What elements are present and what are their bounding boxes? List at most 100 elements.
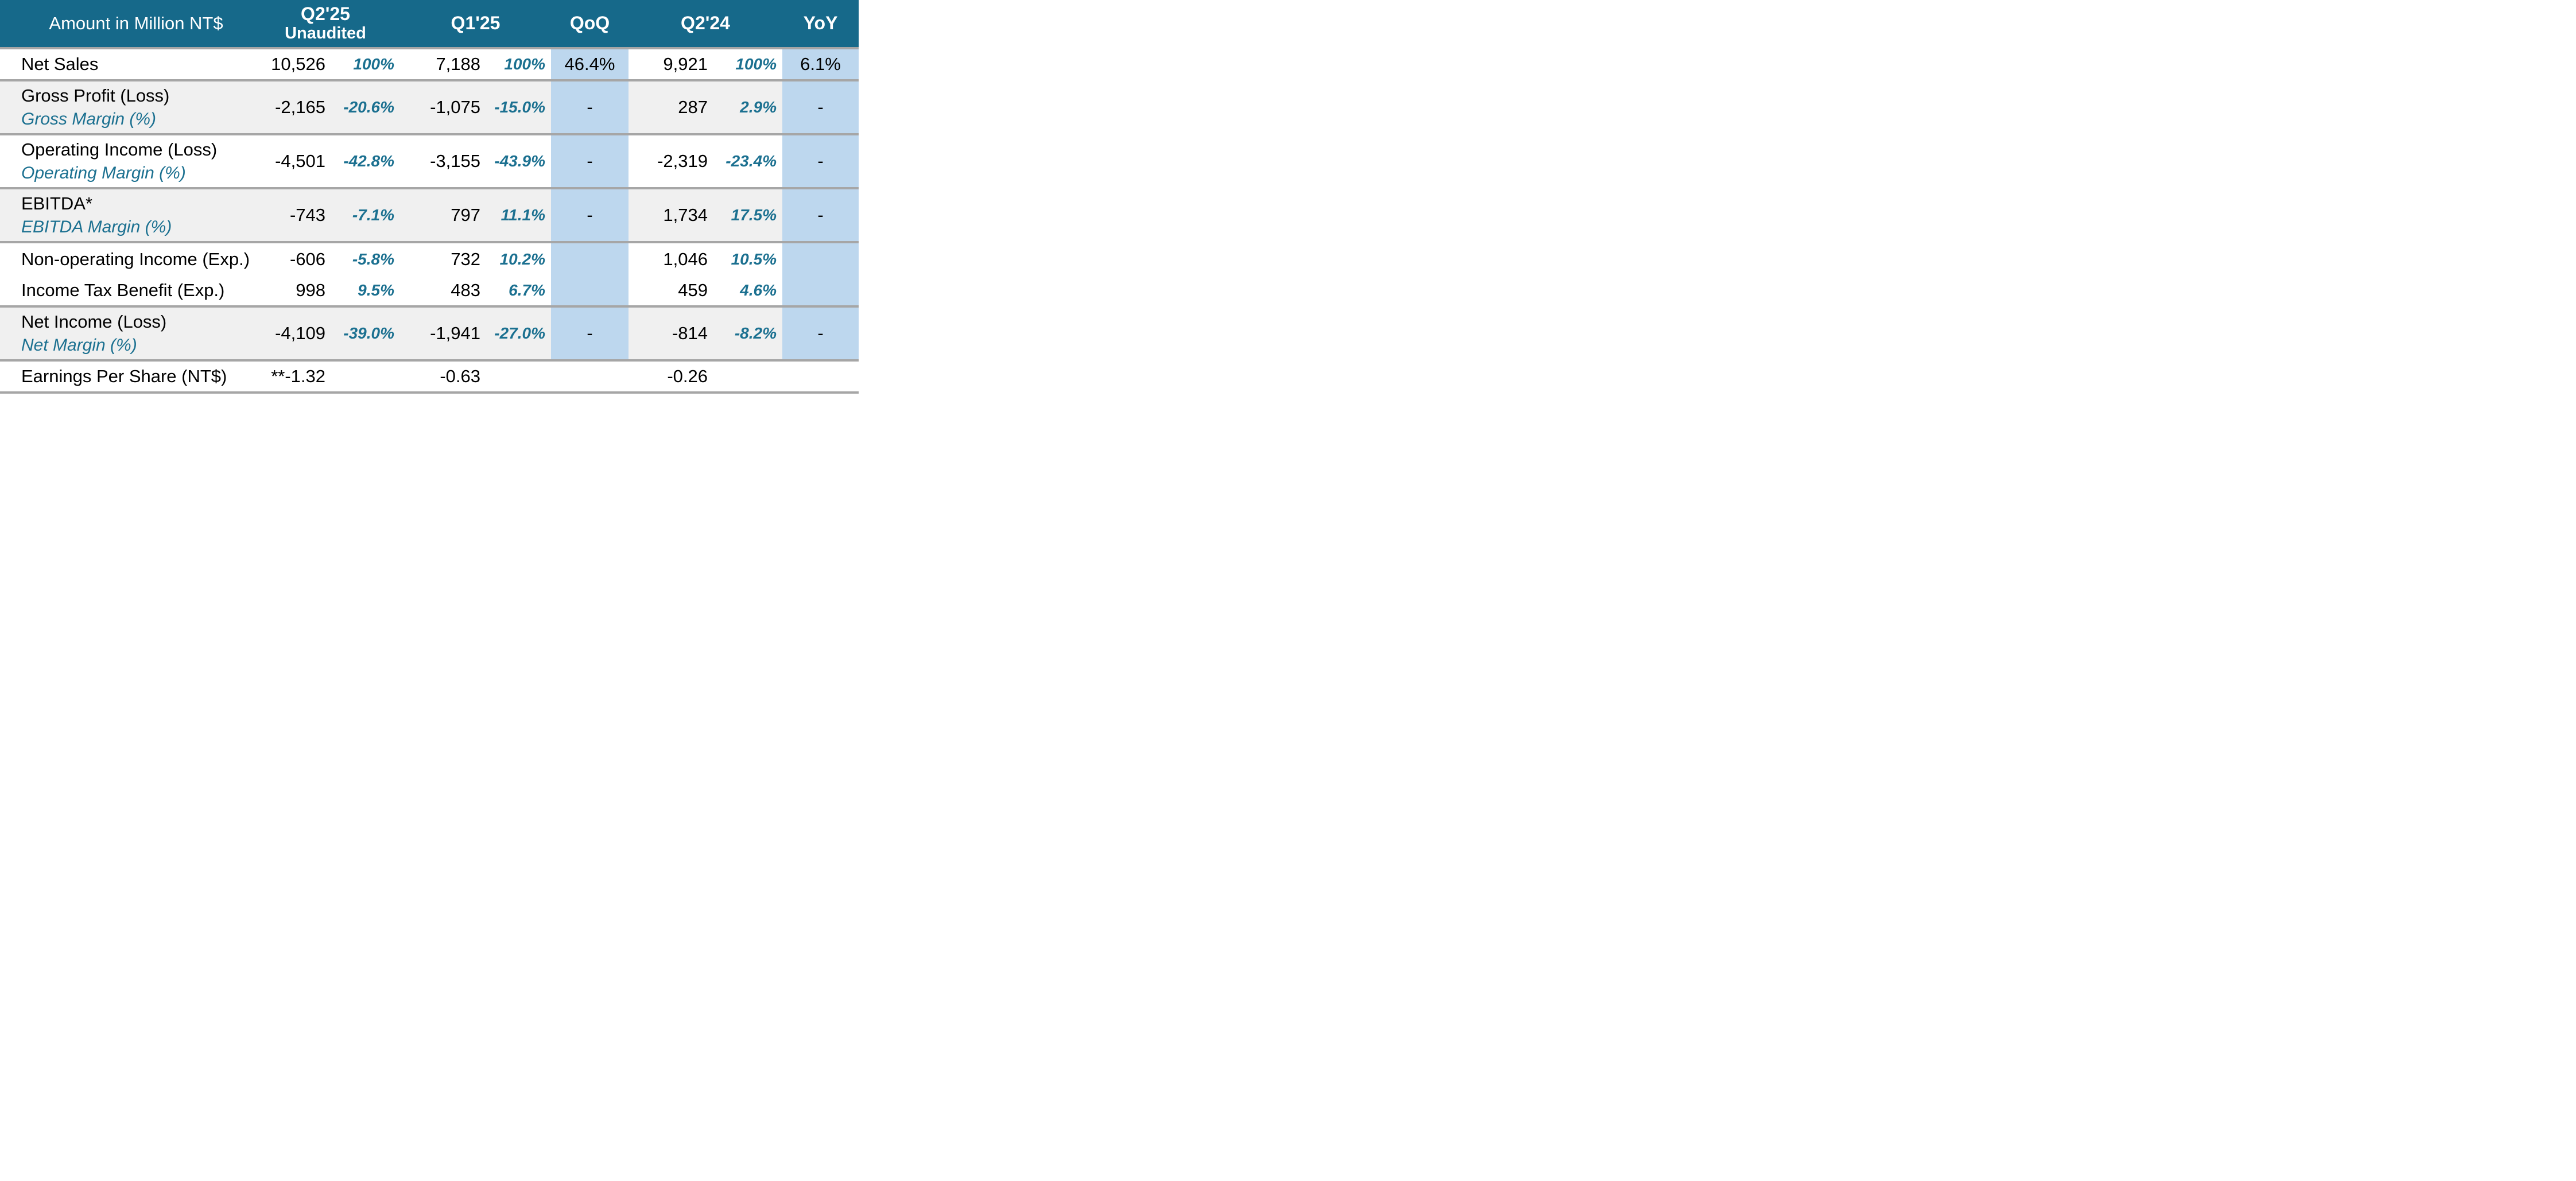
yoy-value: 6.1% (782, 49, 859, 79)
table-row: Net Sales 10,526 100% 7,188 100% 46.4% 9,921 10… (0, 49, 859, 81)
q1-25-percent: 100% (504, 55, 545, 73)
yoy-value: - (782, 135, 859, 187)
q2-25-percent: -20.6% (343, 98, 394, 116)
q2-24-value: 459 (678, 280, 708, 300)
row-margin-label: Gross Margin (%) (21, 109, 157, 129)
q2-24-value: 287 (678, 97, 708, 117)
yoy-value (782, 243, 859, 275)
q2-24-value: 9,921 (663, 54, 708, 74)
q2-25-value: -2,165 (275, 97, 325, 117)
row-label: EBITDA* (21, 193, 93, 213)
q2-24-value: -2,319 (657, 151, 708, 171)
q1-25-value: 797 (451, 205, 480, 225)
row-label-cell: Non-operating Income (Exp.) (0, 243, 251, 275)
q2-25-value: 998 (296, 280, 325, 300)
q2-24-percent: -23.4% (726, 152, 777, 170)
col-header-q2-25: Q2'25 Unaudited (251, 0, 400, 47)
q2-24-percent: 2.9% (740, 98, 777, 116)
financial-results-table: Amount in Million NT$ Q2'25 Unaudited Q1… (0, 0, 859, 394)
table-row: Income Tax Benefit (Exp.) 998 9.5% 483 6.7% 4… (0, 275, 859, 308)
qoq-value: - (551, 135, 629, 187)
q2-25-percent: -39.0% (343, 324, 394, 342)
table-row: Gross Profit (Loss) Gross Margin (%) -2,16… (0, 81, 859, 135)
row-label-cell: EBITDA* EBITDA Margin (%) (0, 189, 251, 241)
yoy-value: - (782, 81, 859, 133)
table-body: Net Sales 10,526 100% 7,188 100% 46.4% 9,921 10… (0, 49, 859, 394)
q1-25-percent: -43.9% (494, 152, 545, 170)
row-label-cell: Income Tax Benefit (Exp.) (0, 275, 251, 305)
q2-25-value: -4,109 (275, 323, 325, 343)
q1-25-value: 7,188 (436, 54, 480, 74)
row-label-cell: Earnings Per Share (NT$) (0, 362, 251, 391)
yoy-value: - (782, 308, 859, 359)
row-label: Gross Profit (Loss) (21, 85, 170, 106)
q2-24-value: 1,734 (663, 205, 708, 225)
q2-24-value: -814 (672, 323, 708, 343)
q1-25-percent: 6.7% (509, 281, 545, 299)
q2-24-value: -0.26 (667, 366, 708, 386)
qoq-value (551, 275, 629, 305)
row-margin-label: EBITDA Margin (%) (21, 217, 172, 236)
q2-25-percent: -42.8% (343, 152, 394, 170)
col-header-q2-25-label: Q2'25 (301, 3, 350, 25)
row-label-cell: Net Income (Loss) Net Margin (%) (0, 308, 251, 359)
q1-25-value: -0.63 (440, 366, 480, 386)
row-label: Operating Income (Loss) (21, 139, 218, 160)
q2-24-percent: 4.6% (740, 281, 777, 299)
q2-25-value: -743 (289, 205, 325, 225)
col-header-yoy: YoY (803, 13, 838, 34)
q2-25-percent: -5.8% (352, 250, 394, 268)
row-label-cell: Net Sales (0, 49, 251, 79)
table-header-row: Amount in Million NT$ Q2'25 Unaudited Q1… (0, 0, 859, 49)
q2-24-percent: 17.5% (731, 206, 777, 224)
q2-25-percent: -7.1% (352, 206, 394, 224)
qoq-value (551, 243, 629, 275)
unit-label: Amount in Million NT$ (49, 13, 223, 34)
q1-25-value: -1,941 (430, 323, 480, 343)
q2-25-value: -4,501 (275, 151, 325, 171)
row-margin-label: Operating Margin (%) (21, 163, 186, 182)
q2-25-percent (331, 362, 400, 391)
yoy-value: - (782, 189, 859, 241)
table-row: EBITDA* EBITDA Margin (%) -743 -7.1% 797 11.1… (0, 189, 859, 243)
qoq-value: 46.4% (551, 49, 629, 79)
q2-25-value: 10,526 (271, 54, 325, 74)
qoq-value: - (551, 81, 629, 133)
q1-25-percent: -27.0% (494, 324, 545, 342)
row-label: Earnings Per Share (NT$) (21, 366, 227, 387)
qoq-value: - (551, 189, 629, 241)
q2-24-percent (713, 362, 782, 391)
table-row: Earnings Per Share (NT$) **-1.32 -0.63 -0.2… (0, 362, 859, 394)
col-header-q2-24: Q2'24 (681, 13, 730, 34)
row-label: Income Tax Benefit (Exp.) (21, 280, 225, 301)
q1-25-percent: -15.0% (494, 98, 545, 116)
q2-24-percent: -8.2% (734, 324, 777, 342)
row-margin-label: Net Margin (%) (21, 335, 137, 355)
q1-25-percent (486, 362, 551, 391)
row-label-cell: Operating Income (Loss) Operating Margin … (0, 135, 251, 187)
q1-25-value: 483 (451, 280, 480, 300)
q2-25-value: **-1.32 (271, 366, 325, 386)
qoq-value: - (551, 308, 629, 359)
yoy-value (782, 275, 859, 305)
row-label: Net Income (Loss) (21, 311, 167, 332)
q1-25-value: -1,075 (430, 97, 480, 117)
table-row: Operating Income (Loss) Operating Margin … (0, 135, 859, 189)
row-label: Net Sales (21, 54, 99, 75)
table-row: Net Income (Loss) Net Margin (%) -4,109 -39… (0, 308, 859, 362)
row-label: Non-operating Income (Exp.) (21, 249, 250, 270)
q2-24-percent: 10.5% (731, 250, 777, 268)
table-row: Non-operating Income (Exp.) -606 -5.8% 732 1… (0, 243, 859, 275)
q1-25-percent: 10.2% (499, 250, 545, 268)
q2-24-value: 1,046 (663, 249, 708, 269)
col-header-q2-25-sublabel: Unaudited (285, 24, 366, 42)
q2-25-percent: 100% (353, 55, 394, 73)
q1-25-percent: 11.1% (501, 206, 545, 224)
qoq-value (551, 362, 629, 391)
yoy-value (782, 362, 859, 391)
row-label-cell: Gross Profit (Loss) Gross Margin (%) (0, 81, 251, 133)
q2-24-percent: 100% (735, 55, 777, 73)
q2-25-value: -606 (289, 249, 325, 269)
q2-25-percent: 9.5% (358, 281, 394, 299)
q1-25-value: -3,155 (430, 151, 480, 171)
